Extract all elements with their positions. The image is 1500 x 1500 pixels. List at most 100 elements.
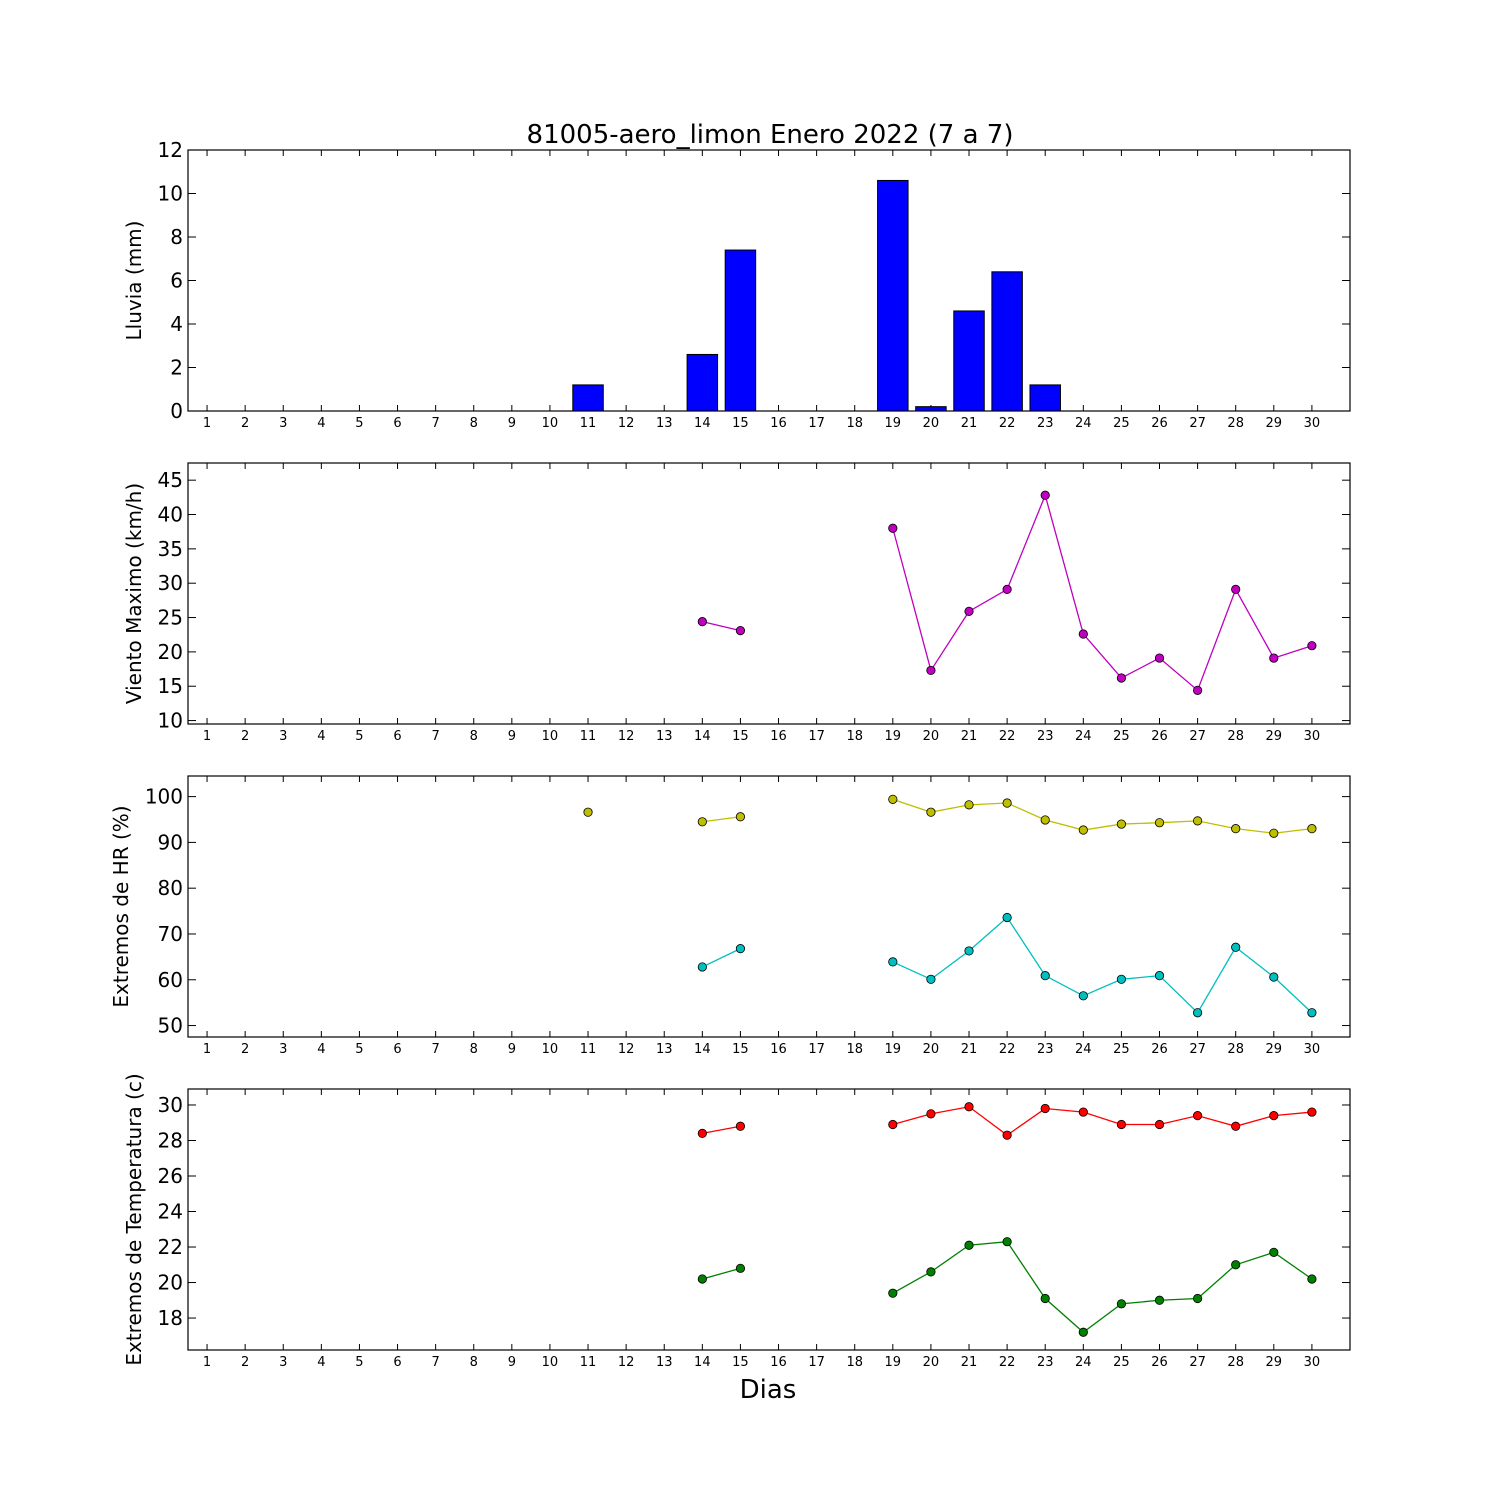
humidity-point xyxy=(1040,815,1050,825)
x-tick-label: 11 xyxy=(580,1042,597,1057)
x-tick-label: 3 xyxy=(279,729,287,744)
x-tick-label: 27 xyxy=(1189,1042,1206,1057)
x-tick-label: 25 xyxy=(1113,729,1130,744)
temperature-point xyxy=(697,1128,707,1138)
rain-bar xyxy=(686,353,719,412)
humidity-point xyxy=(964,800,974,810)
x-tick-label: 11 xyxy=(580,1355,597,1370)
x-tick-label: 25 xyxy=(1113,1355,1130,1370)
x-tick-label: 29 xyxy=(1266,416,1283,431)
humidity-point xyxy=(888,957,898,967)
humidity-point xyxy=(1231,942,1241,952)
temperature-point xyxy=(697,1274,707,1284)
humidity-point xyxy=(735,944,746,954)
x-tick-label: 30 xyxy=(1304,416,1321,431)
x-tick-label: 9 xyxy=(508,416,516,431)
x-tick-label: 21 xyxy=(961,729,978,744)
temperature-point xyxy=(888,1119,898,1130)
wind-series-line-1 xyxy=(702,621,741,632)
x-tick-label: 1 xyxy=(203,1355,211,1370)
humidity-point xyxy=(697,817,707,827)
x-tick-label: 18 xyxy=(846,729,863,744)
y-tick-label: 70 xyxy=(158,922,183,946)
x-tick-label: 20 xyxy=(923,729,940,744)
humidity-point xyxy=(1154,818,1165,828)
wind-point xyxy=(1002,584,1012,594)
x-axis-label: Dias xyxy=(740,1375,797,1405)
x-tick-label: 19 xyxy=(885,729,902,744)
x-tick-label: 20 xyxy=(923,416,940,431)
x-tick-label: 7 xyxy=(431,729,439,744)
x-tick-label: 16 xyxy=(770,729,787,744)
x-tick-label: 9 xyxy=(508,729,516,744)
x-tick-label: 17 xyxy=(808,729,825,744)
x-tick-label: 7 xyxy=(431,1355,439,1370)
temperature-point xyxy=(964,1102,974,1112)
humidity-point xyxy=(1193,1008,1203,1018)
temperature-point xyxy=(888,1288,898,1298)
wind-point xyxy=(1269,653,1279,663)
x-tick-label: 29 xyxy=(1266,1042,1283,1057)
y-tick-label: 10 xyxy=(158,182,183,206)
x-tick-label: 10 xyxy=(542,1355,559,1370)
temperature-point xyxy=(1040,1103,1050,1114)
x-tick-label: 19 xyxy=(885,1355,902,1370)
x-tick-label: 22 xyxy=(999,729,1016,744)
y-axis-label: Viento Maximo (km/h) xyxy=(122,483,146,704)
x-tick-label: 11 xyxy=(580,416,597,431)
wind-point xyxy=(697,617,707,627)
x-tick-label: 26 xyxy=(1151,1355,1168,1370)
temperature-point xyxy=(735,1121,746,1131)
wind-point xyxy=(1040,490,1050,500)
x-tick-label: 10 xyxy=(542,1042,559,1057)
y-tick-label: 26 xyxy=(158,1164,183,1188)
x-tick-label: 12 xyxy=(618,729,635,744)
y-tick-label: 45 xyxy=(158,468,183,492)
x-tick-label: 28 xyxy=(1227,1042,1244,1057)
x-tick-label: 12 xyxy=(618,1042,635,1057)
humidity-point xyxy=(1269,828,1279,838)
x-tick-label: 7 xyxy=(431,1042,439,1057)
y-tick-label: 2 xyxy=(170,356,183,380)
y-tick-label: 22 xyxy=(158,1235,183,1259)
x-tick-label: 30 xyxy=(1304,1355,1321,1370)
humidity-point xyxy=(1307,824,1317,834)
x-tick-label: 8 xyxy=(470,1042,478,1057)
y-tick-label: 10 xyxy=(158,709,183,733)
x-tick-label: 21 xyxy=(961,416,978,431)
temperature-series-line-2 xyxy=(892,1241,1313,1334)
x-tick-label: 9 xyxy=(508,1042,516,1057)
rain-bar xyxy=(572,384,604,412)
temperature-point xyxy=(1002,1237,1012,1247)
temperature-series-line-2 xyxy=(702,1267,741,1280)
temperature-point xyxy=(964,1240,974,1250)
y-tick-label: 15 xyxy=(158,674,183,698)
y-tick-label: 60 xyxy=(158,968,183,992)
x-tick-label: 4 xyxy=(317,416,325,431)
humidity-point xyxy=(1002,912,1012,923)
x-tick-label: 18 xyxy=(846,416,863,431)
rain-bar xyxy=(991,271,1023,412)
x-tick-label: 27 xyxy=(1189,729,1206,744)
x-tick-label: 2 xyxy=(241,729,249,744)
y-tick-label: 8 xyxy=(170,225,183,249)
temperature-series-line-1 xyxy=(702,1125,741,1135)
temperature-point xyxy=(735,1263,746,1273)
x-tick-label: 24 xyxy=(1075,1042,1092,1057)
y-tick-label: 80 xyxy=(158,876,183,900)
x-tick-label: 1 xyxy=(203,1042,211,1057)
y-tick-label: 30 xyxy=(158,571,183,595)
wind-point xyxy=(1154,653,1165,663)
x-tick-label: 18 xyxy=(846,1042,863,1057)
wind-point xyxy=(926,665,936,676)
x-tick-label: 27 xyxy=(1189,1355,1206,1370)
wind-point xyxy=(888,523,898,533)
x-tick-label: 6 xyxy=(393,729,401,744)
x-tick-label: 13 xyxy=(656,1042,673,1057)
x-tick-label: 23 xyxy=(1037,1355,1054,1370)
x-tick-label: 20 xyxy=(923,1042,940,1057)
y-tick-label: 50 xyxy=(158,1014,183,1038)
x-tick-label: 4 xyxy=(317,729,325,744)
humidity-point xyxy=(1116,819,1127,829)
